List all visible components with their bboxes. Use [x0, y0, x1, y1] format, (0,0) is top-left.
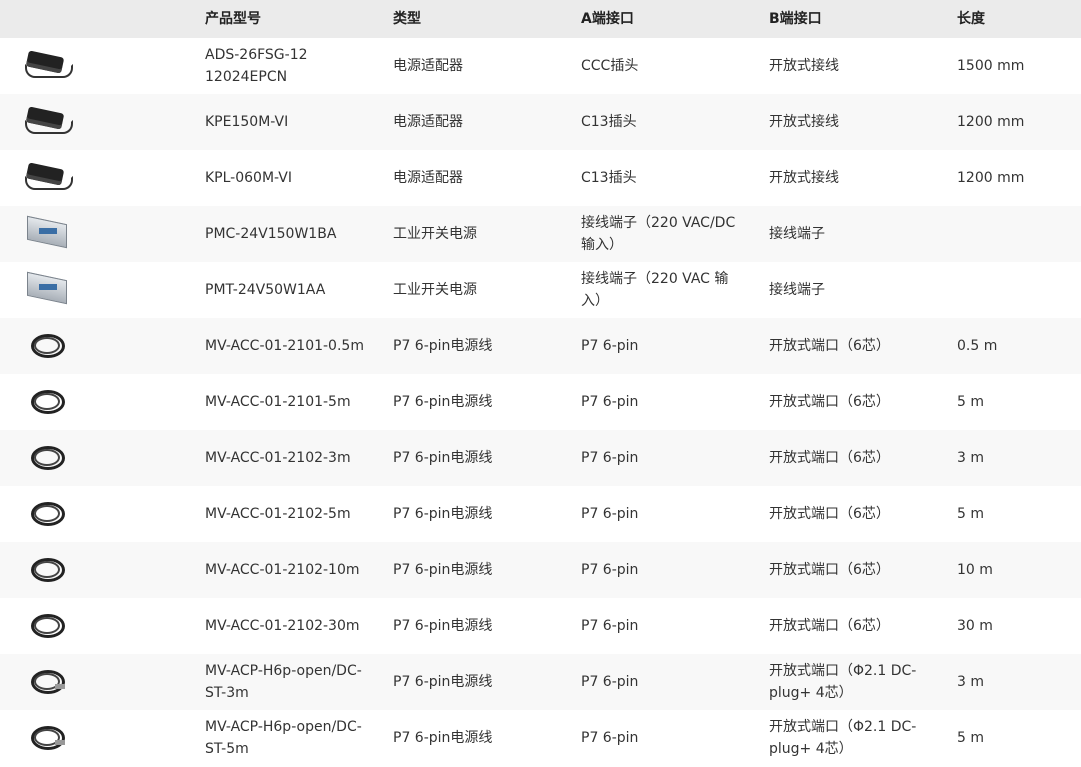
length-cell: 1500 mm — [957, 58, 1025, 74]
cable-plug-icon — [25, 718, 71, 758]
model-cell: MV-ACC-01-2102-5m — [205, 506, 351, 522]
b-port-cell: 开放式端口（6芯） — [769, 394, 890, 410]
a-port-cell: P7 6-pin — [581, 394, 639, 410]
table-row: MV-ACC-01-2101-5m P7 6-pin电源线 P7 6-pin 开放式端… — [0, 374, 1081, 430]
length-cell: 5 m — [957, 394, 984, 410]
b-port-cell: 开放式端口（6芯） — [769, 506, 890, 522]
table-row: MV-ACP-H6p-open/DC-ST-3m P7 6-pin电源线 P7 6-… — [0, 654, 1081, 710]
cable-icon — [25, 494, 71, 534]
length-cell: 0.5 m — [940, 318, 1081, 374]
type-cell: P7 6-pin电源线 — [376, 654, 564, 710]
table-row: KPE150M-VI 电源适配器 C13插头 开放式接线 1200 mm — [0, 94, 1081, 150]
b-port-cell: 开放式接线 — [769, 170, 839, 186]
a-port-cell: 接线端子（220 VAC 输入） — [581, 271, 729, 309]
a-port-cell: P7 6-pin — [581, 618, 639, 634]
type-cell: P7 6-pin电源线 — [376, 318, 564, 374]
b-port-cell: 接线端子 — [752, 206, 940, 262]
power-adapter-icon — [25, 46, 73, 86]
model-cell: MV-ACC-01-2102-3m — [188, 430, 376, 486]
type-cell: P7 6-pin电源线 — [376, 542, 564, 598]
cable-plug-icon — [25, 662, 71, 702]
header-length: 长度 — [940, 0, 1081, 38]
table-header: 产品型号 类型 A端接口 B端接口 长度 — [0, 0, 1081, 38]
cable-icon — [25, 326, 71, 366]
type-cell: 工业开关电源 — [376, 206, 564, 262]
type-cell: P7 6-pin电源线 — [393, 730, 493, 746]
header-image — [0, 0, 188, 38]
model-cell: KPE150M-VI — [188, 94, 376, 150]
table-row: MV-ACC-01-2102-5m P7 6-pin电源线 P7 6-pin 开放式端… — [0, 486, 1081, 542]
header-b-port: B端接口 — [752, 0, 940, 38]
a-port-cell: P7 6-pin — [564, 542, 752, 598]
cable-icon — [25, 438, 71, 478]
model-cell: KPL-060M-VI — [205, 170, 292, 186]
a-port-cell: C13插头 — [581, 170, 637, 186]
model-cell: MV-ACC-01-2101-0.5m — [188, 318, 376, 374]
cable-icon — [25, 382, 71, 422]
model-cell: PMT-24V50W1AA — [205, 282, 326, 298]
b-port-cell: 接线端子 — [769, 282, 825, 298]
table-row: MV-ACP-H6p-open/DC-ST-5m P7 6-pin电源线 P7 6-… — [0, 710, 1081, 766]
model-cell: MV-ACC-01-2102-10m — [188, 542, 376, 598]
b-port-cell: 开放式端口（6芯） — [752, 542, 940, 598]
power-supply-icon — [25, 270, 71, 310]
length-cell: 10 m — [940, 542, 1081, 598]
cable-icon — [25, 606, 71, 646]
table-row: ADS-26FSG-12 12024EPCN 电源适配器 CCC插头 开放式接线 150… — [0, 38, 1081, 94]
length-cell — [940, 206, 1081, 262]
length-cell — [940, 262, 1081, 318]
type-cell: P7 6-pin电源线 — [393, 506, 493, 522]
model-cell: PMC-24V150W1BA — [188, 206, 376, 262]
a-port-cell: P7 6-pin — [564, 430, 752, 486]
length-cell: 1200 mm — [940, 94, 1081, 150]
b-port-cell: 开放式端口（6芯） — [752, 318, 940, 374]
header-type: 类型 — [376, 0, 564, 38]
model-cell: MV-ACC-01-2101-5m — [205, 394, 351, 410]
cable-icon — [25, 550, 71, 590]
a-port-cell: P7 6-pin — [581, 730, 639, 746]
table-row: MV-ACC-01-2102-10m P7 6-pin电源线 P7 6-pin 开放式… — [0, 542, 1081, 598]
b-port-cell: 开放式接线 — [769, 58, 839, 74]
type-cell: P7 6-pin电源线 — [376, 430, 564, 486]
header-model: 产品型号 — [188, 0, 376, 38]
table-row: PMT-24V50W1AA 工业开关电源 接线端子（220 VAC 输入） 接线端子 — [0, 262, 1081, 318]
a-port-cell: P7 6-pin — [581, 506, 639, 522]
b-port-cell: 开放式端口（Φ2.1 DC-plug+ 4芯） — [769, 719, 917, 757]
b-port-cell: 开放式端口（6芯） — [769, 618, 890, 634]
type-cell: P7 6-pin电源线 — [393, 394, 493, 410]
power-adapter-icon — [25, 102, 73, 142]
power-adapter-icon — [25, 158, 73, 198]
model-cell: MV-ACP-H6p-open/DC-ST-5m — [205, 719, 362, 757]
a-port-cell: 接线端子（220 VAC/DC 输入） — [564, 206, 752, 262]
length-cell: 5 m — [957, 730, 984, 746]
b-port-cell: 开放式端口（6芯） — [752, 430, 940, 486]
table-row: MV-ACC-01-2101-0.5m P7 6-pin电源线 P7 6-pin 开放… — [0, 318, 1081, 374]
b-port-cell: 开放式端口（Φ2.1 DC-plug+ 4芯） — [752, 654, 940, 710]
power-supply-icon — [25, 214, 71, 254]
a-port-cell: CCC插头 — [581, 58, 639, 74]
type-cell: 工业开关电源 — [393, 282, 477, 298]
length-cell: 30 m — [957, 618, 993, 634]
type-cell: P7 6-pin电源线 — [393, 618, 493, 634]
header-a-port: A端接口 — [564, 0, 752, 38]
table-row: MV-ACC-01-2102-3m P7 6-pin电源线 P7 6-pin 开放式端… — [0, 430, 1081, 486]
length-cell: 3 m — [940, 654, 1081, 710]
table-row: KPL-060M-VI 电源适配器 C13插头 开放式接线 1200 mm — [0, 150, 1081, 206]
type-cell: 电源适配器 — [393, 58, 463, 74]
b-port-cell: 开放式接线 — [752, 94, 940, 150]
a-port-cell: P7 6-pin — [564, 318, 752, 374]
type-cell: 电源适配器 — [376, 94, 564, 150]
length-cell: 3 m — [940, 430, 1081, 486]
table-row: PMC-24V150W1BA 工业开关电源 接线端子（220 VAC/DC 输入）接… — [0, 206, 1081, 262]
model-cell: MV-ACC-01-2102-30m — [205, 618, 360, 634]
type-cell: 电源适配器 — [393, 170, 463, 186]
model-cell: MV-ACP-H6p-open/DC-ST-3m — [188, 654, 376, 710]
a-port-cell: P7 6-pin — [564, 654, 752, 710]
length-cell: 5 m — [957, 506, 984, 522]
a-port-cell: C13插头 — [564, 94, 752, 150]
table-row: MV-ACC-01-2102-30m P7 6-pin电源线 P7 6-pin 开放式… — [0, 598, 1081, 654]
length-cell: 1200 mm — [957, 170, 1025, 186]
model-cell: ADS-26FSG-12 12024EPCN — [205, 47, 308, 85]
